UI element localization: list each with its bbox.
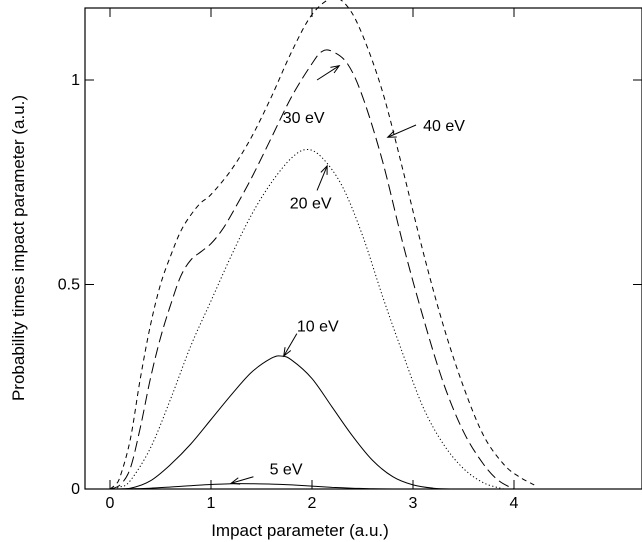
annotation-arrow-5-ev — [231, 476, 254, 484]
x-tick-label: 4 — [510, 495, 519, 512]
x-tick-label: 3 — [409, 495, 418, 512]
x-tick-label: 2 — [308, 495, 317, 512]
x-tick-label: 0 — [106, 495, 115, 512]
annotation-group: 5 eV 10 eV 20 eV 30 eV 40 eV — [229, 64, 465, 485]
annotation-arrowhead-40-ev — [386, 130, 397, 138]
annotation-arrowhead-5-ev — [229, 477, 241, 485]
annotation-label-10-ev: 10 eV — [297, 318, 339, 335]
annotation-label-40-ev: 40 eV — [423, 118, 465, 135]
series-line-10-ev — [109, 355, 454, 490]
series-line-30-ev — [109, 49, 515, 490]
annotation-arrow-30-ev — [316, 65, 340, 81]
y-tick-label: 0 — [71, 481, 80, 498]
annotation-arrow-40-ev — [387, 124, 417, 138]
annotation-arrow-20-ev — [316, 165, 328, 191]
x-axis-title: Impact parameter (a.u.) — [211, 521, 389, 540]
annotation-arrowhead-20-ev — [320, 164, 328, 175]
annotation-label-20-ev: 20 eV — [290, 196, 332, 213]
annotation-arrowhead-10-ev — [283, 347, 292, 358]
axis-ticks: 0 1 2 3 4 0 0.5 1 — [58, 8, 642, 512]
plot-frame — [84, 7, 642, 490]
annotation-arrow-10-ev — [283, 333, 298, 357]
y-axis-title: Probability times impact parameter (a.u.… — [9, 95, 28, 401]
series-line-40-ev — [109, 0, 535, 490]
series-line-20-ev — [109, 148, 505, 490]
x-tick-label: 1 — [207, 495, 216, 512]
y-tick-label: 0.5 — [58, 277, 80, 294]
annotation-arrowhead-30-ev — [330, 64, 341, 74]
annotation-label-5-ev: 5 eV — [270, 462, 303, 479]
y-tick-label: 1 — [71, 72, 80, 89]
series-group — [109, 0, 535, 490]
annotation-label-30-ev: 30 eV — [283, 110, 325, 127]
series-line-5-ev — [109, 483, 393, 490]
